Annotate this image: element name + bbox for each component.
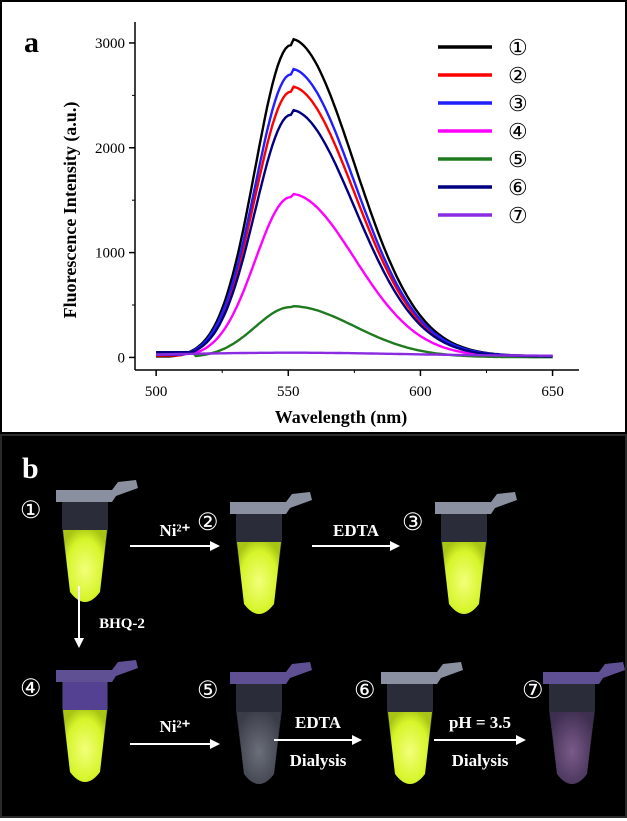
arrow-label-ni-2: Ni²⁺: [159, 717, 190, 736]
tube-number-1: ①: [20, 498, 42, 524]
tube-liquid: [63, 530, 107, 602]
panel-label-b: b: [22, 452, 39, 485]
tube-cap: [435, 492, 517, 514]
tube-cap: [56, 480, 138, 502]
x-tick-label: 500: [145, 384, 168, 400]
chart-legend: ① ② ③ ④ ⑤ ⑥ ⑦: [438, 35, 528, 228]
tube-1: [56, 480, 138, 602]
panel-a: a 500 550 600 650 0 1000 2000 3000 ① ② ③ ④ ⑤ ⑥ ⑦ Wave…: [0, 0, 627, 434]
series-line-5: [156, 304, 553, 359]
series-line-6: [156, 108, 553, 358]
series-line-2: [156, 85, 553, 358]
arrow-label-dialysis-2: Dialysis: [452, 751, 509, 770]
arrow-label-dialysis-1: Dialysis: [290, 751, 347, 770]
legend-label-7: ⑦: [508, 203, 528, 228]
x-tick-label: 600: [409, 384, 432, 400]
tube-number-4: ④: [20, 676, 42, 702]
tube-cap: [381, 662, 463, 684]
tube-6: [381, 662, 463, 784]
arrow-label-edta-2: EDTA: [295, 713, 342, 732]
arrow-label-edta-1: EDTA: [333, 521, 380, 540]
x-axis-label: Wavelength (nm): [275, 407, 408, 428]
x-tick-label: 650: [541, 384, 564, 400]
chart-curves: [156, 37, 553, 359]
y-tick-label: 0: [118, 350, 126, 366]
arrow-label-ni-1: Ni²⁺: [159, 521, 190, 540]
tube-3: [435, 492, 517, 614]
y-tick-label: 1000: [95, 246, 125, 262]
arrow-1-2-head: [210, 541, 220, 551]
tube-cap: [56, 660, 138, 682]
legend-label-3: ③: [508, 91, 528, 116]
tube-liquid: [63, 710, 107, 782]
arrow-5-6-head: [352, 735, 362, 745]
tube-2: [230, 492, 312, 614]
tube-5: [230, 662, 312, 784]
arrow-2-3-head: [390, 541, 400, 551]
tube-number-3: ③: [402, 510, 424, 536]
arrow-4-5-head: [210, 739, 220, 749]
tube-cap: [543, 662, 625, 684]
tube-number-2: ②: [197, 510, 219, 536]
tube-liquid: [550, 712, 594, 784]
legend-label-2: ②: [508, 63, 528, 88]
series-line-7: [156, 351, 553, 357]
panel-b: b ① ② ③ ④ ⑤ ⑥ ⑦ Ni²⁺ EDTA BHQ-2 Ni²⁺ EDTA Dialysis p…: [0, 434, 627, 818]
x-tick-label: 550: [277, 384, 300, 400]
tube-liquid: [388, 712, 432, 784]
series-line-1: [156, 37, 553, 358]
tube-purple-top: [63, 682, 107, 710]
arrows-group: Ni²⁺ EDTA BHQ-2 Ni²⁺ EDTA Dialysis pH = 3.5 Dia…: [74, 521, 526, 770]
tube-number-5: ⑤: [197, 678, 219, 704]
legend-label-1: ①: [508, 35, 528, 60]
tube-liquid: [442, 542, 486, 614]
legend-label-5: ⑤: [508, 147, 528, 172]
legend-label-6: ⑥: [508, 175, 528, 200]
tube-photo: b ① ② ③ ④ ⑤ ⑥ ⑦ Ni²⁺ EDTA BHQ-2 Ni²⁺ EDTA Dialysis p…: [20, 452, 625, 784]
tube-liquid: [237, 712, 281, 784]
tube-number-6: ⑥: [354, 678, 376, 704]
chart-axes: 500 550 600 650 0 1000 2000 3000: [95, 22, 579, 400]
y-tick-label: 3000: [95, 36, 125, 52]
tube-cap: [230, 662, 312, 684]
arrow-label-ph: pH = 3.5: [449, 713, 511, 732]
tube-liquid: [237, 542, 281, 614]
tube-number-7: ⑦: [522, 678, 544, 704]
tube-4: [56, 660, 138, 782]
legend-label-4: ④: [508, 119, 528, 144]
arrow-6-7-head: [516, 735, 526, 745]
tube-cap: [230, 492, 312, 514]
fluorescence-chart: a 500 550 600 650 0 1000 2000 3000 ① ② ③ ④ ⑤ ⑥ ⑦ Wave…: [24, 22, 579, 428]
panel-label-a: a: [24, 26, 39, 59]
tubes-group: ① ② ③ ④ ⑤ ⑥ ⑦: [20, 480, 625, 784]
tube-7: [543, 662, 625, 784]
y-axis-label: Fluorescence Intensity (a.u.): [60, 102, 81, 319]
y-tick-label: 2000: [95, 141, 125, 157]
arrow-1-4-head: [74, 638, 84, 648]
arrow-label-bhq: BHQ-2: [99, 616, 145, 632]
series-line-3: [156, 67, 553, 358]
